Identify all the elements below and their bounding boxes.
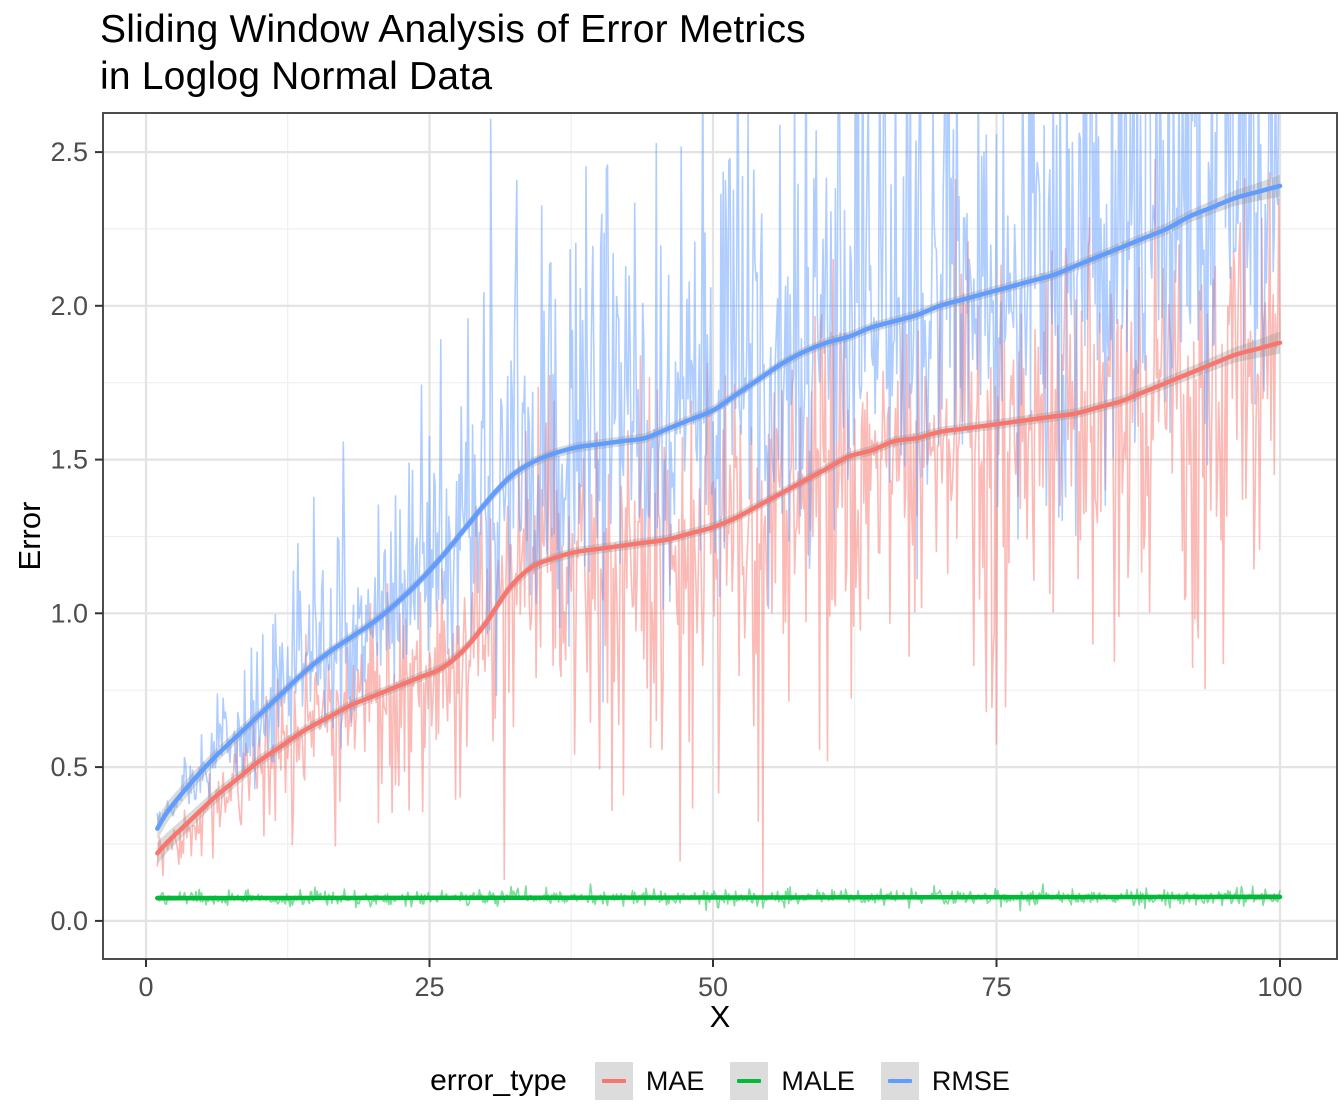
legend-label-male: MALE (781, 1065, 855, 1096)
legend-item-mae: MAE (594, 1062, 705, 1100)
mae-smooth-line (155, 340, 1283, 856)
x-tick-label: 75 (981, 972, 1011, 1002)
legend-key-line (887, 1078, 912, 1084)
mae-noisy-line (156, 158, 1281, 900)
x-tick-label: 25 (414, 972, 444, 1002)
x-tick-label: 0 (138, 972, 153, 1002)
legend-item-rmse: RMSE (880, 1062, 1010, 1100)
y-tick-label: 0.0 (50, 906, 88, 936)
chart-title-line-1: Sliding Window Analysis of Error Metrics (100, 8, 806, 51)
male-noisy-line (156, 883, 1281, 912)
legend: error_type MAE MALE RMSE (103, 1057, 1337, 1105)
rmse-smooth-line (155, 183, 1283, 831)
legend-label-mae: MAE (645, 1065, 705, 1096)
male-smooth-line (155, 894, 1283, 901)
panel-border (102, 112, 1338, 960)
legend-label-rmse: RMSE (931, 1065, 1010, 1096)
legend-key-line (601, 1078, 626, 1084)
x-tick-label: 50 (698, 972, 728, 1002)
y-tick-label: 1.0 (50, 598, 88, 628)
chart-title: Sliding Window Analysis of Error Metrics… (100, 6, 806, 100)
y-tick-label: 0.5 (50, 752, 88, 782)
legend-key-rmse (880, 1062, 919, 1100)
legend-title: error_type (430, 1064, 567, 1097)
axis-ticks: 0 25 50 75 100 0.0 0.5 1.0 1.5 2.0 2.5 (50, 137, 1302, 1002)
legend-key-line (737, 1078, 762, 1084)
legend-item-male: MALE (730, 1062, 855, 1100)
chart-title-line-2: in Loglog Normal Data (100, 55, 493, 98)
y-tick-label: 2.0 (50, 291, 88, 321)
x-axis-title: X (709, 999, 731, 1034)
y-tick-label: 2.5 (50, 137, 88, 167)
mae-confidence-ribbon (157, 331, 1280, 865)
rmse-noisy-line (156, 113, 1280, 829)
legend-key-mae (594, 1062, 633, 1100)
series-layer (155, 113, 1283, 912)
y-axis-title: Error (12, 501, 47, 571)
x-tick-label: 100 (1257, 972, 1302, 1002)
legend-key-male (730, 1062, 769, 1100)
y-tick-label: 1.5 (50, 445, 88, 475)
